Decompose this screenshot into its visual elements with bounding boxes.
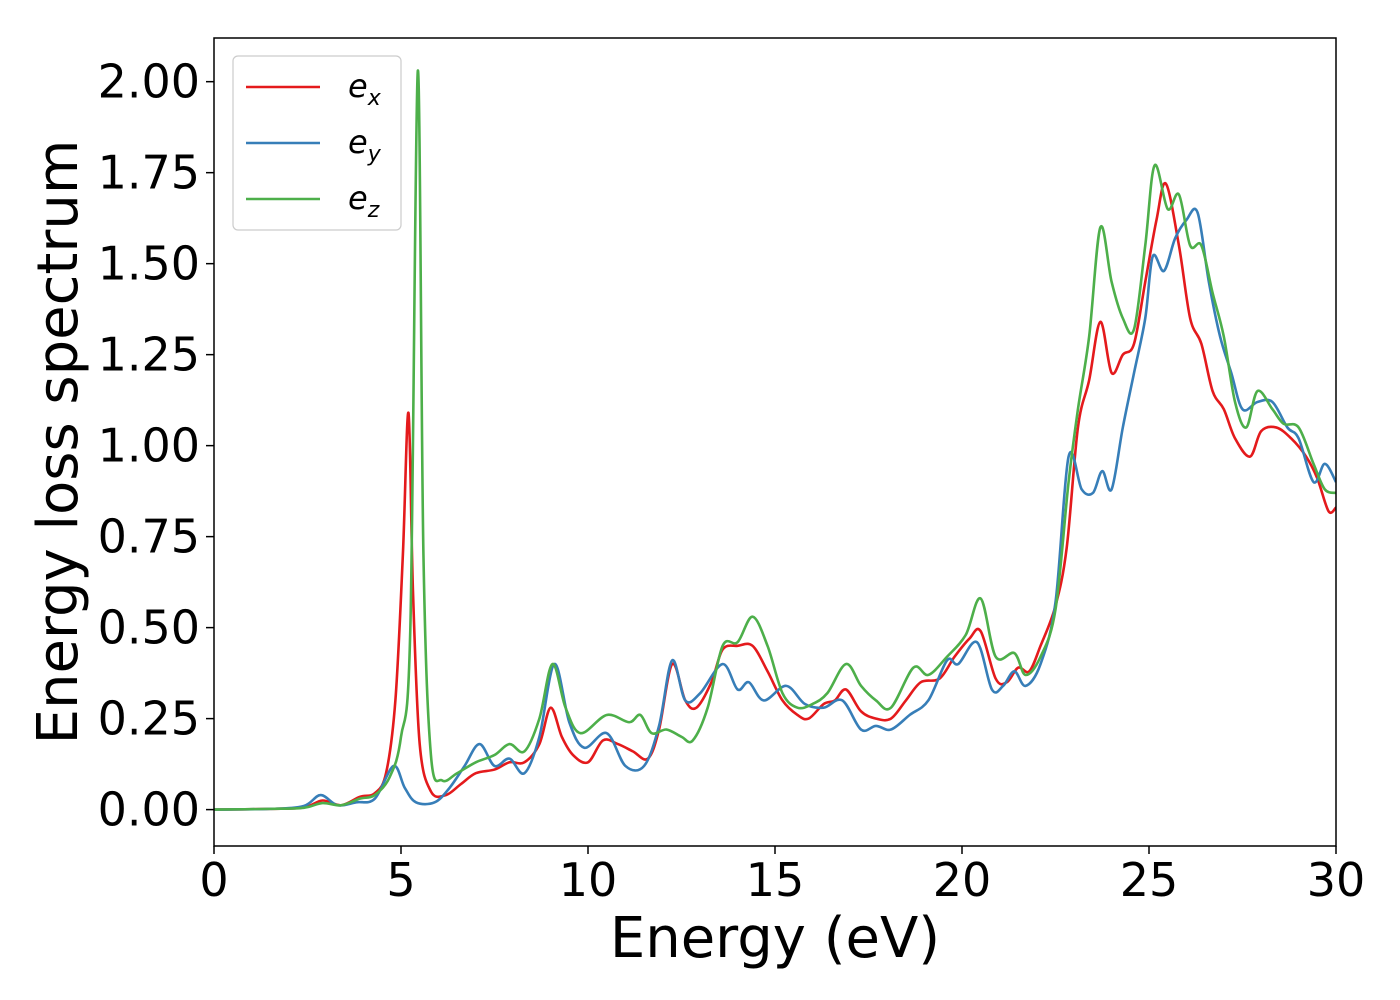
x-tick-label: 25	[1120, 853, 1179, 907]
series-layer	[214, 69, 1336, 811]
legend-label-y: ey	[348, 123, 382, 167]
x-axis-label: Energy (eV)	[610, 906, 940, 971]
y-tick-label: 0.00	[98, 783, 200, 837]
legend-label-x: ex	[348, 67, 382, 111]
legend-label-z: ez	[348, 179, 380, 223]
y-tick-label: 0.50	[98, 601, 200, 655]
x-tick-label: 20	[933, 853, 992, 907]
series-line-e-x	[214, 181, 1336, 811]
y-tick-label: 1.50	[98, 237, 200, 291]
y-tick-label: 2.00	[98, 55, 200, 109]
x-tick-label: 5	[386, 853, 415, 907]
series-line-e-z	[214, 69, 1336, 811]
y-tick-label: 0.75	[98, 510, 200, 564]
y-tick-label: 1.00	[98, 419, 200, 473]
y-tick-label: 1.25	[98, 328, 200, 382]
x-tick-label: 15	[746, 853, 805, 907]
y-axis-label: Energy loss spectrum	[26, 140, 91, 745]
x-tick-label: 0	[199, 853, 228, 907]
y-tick-label: 0.25	[98, 692, 200, 746]
legend: ex ey ez	[232, 55, 402, 231]
series-line-e-y	[214, 207, 1336, 811]
y-axis: 0.00 0.25 0.50 0.75 1.00 1.25 1.50 1.75 2.00	[98, 55, 214, 837]
x-tick-label: 30	[1307, 853, 1366, 907]
y-tick-label: 1.75	[98, 146, 200, 200]
x-tick-label: 10	[559, 853, 618, 907]
x-axis: 0 5 10 15 20 25 30	[199, 846, 1365, 907]
